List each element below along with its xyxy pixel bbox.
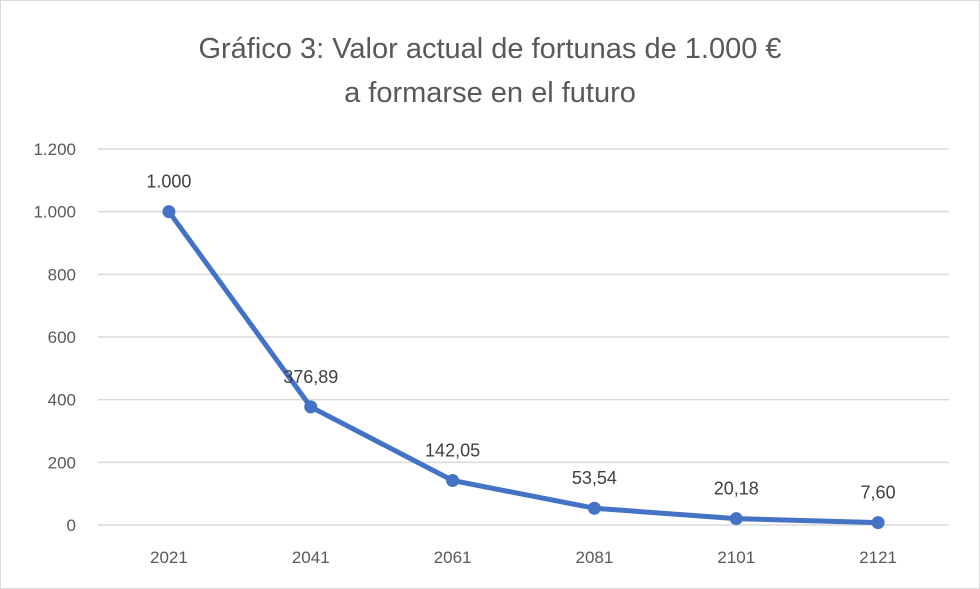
data-point xyxy=(304,400,318,414)
x-tick-label: 2121 xyxy=(859,548,897,567)
chart-title-line-1: Gráfico 3: Valor actual de fortunas de 1… xyxy=(198,33,782,65)
y-tick-label: 200 xyxy=(48,453,76,472)
chart-title-line-2: a formarse en el futuro xyxy=(344,77,636,109)
x-tick-label: 2041 xyxy=(292,548,330,567)
x-axis-ticks: 2021 2041 2061 2081 2101 2121 xyxy=(150,548,897,567)
x-tick-label: 2081 xyxy=(576,548,614,567)
y-tick-label: 0 xyxy=(67,516,76,535)
series-group xyxy=(162,205,885,530)
chart-title: Gráfico 3: Valor actual de fortunas de 1… xyxy=(1,27,979,115)
x-tick-label: 2021 xyxy=(150,548,188,567)
y-tick-label: 400 xyxy=(48,391,76,410)
data-label: 1.000 xyxy=(146,172,191,192)
y-tick-label: 800 xyxy=(48,265,76,284)
data-point xyxy=(729,512,743,526)
data-point xyxy=(871,516,885,530)
data-label: 53,54 xyxy=(572,468,617,488)
data-point xyxy=(162,205,176,219)
y-tick-label: 1.000 xyxy=(33,203,76,222)
y-tick-label: 600 xyxy=(48,328,76,347)
data-label: 20,18 xyxy=(714,479,759,499)
data-point xyxy=(587,501,601,515)
data-label: 7,60 xyxy=(861,483,896,503)
data-label: 142,05 xyxy=(425,440,480,460)
x-tick-label: 2061 xyxy=(434,548,472,567)
data-point xyxy=(446,473,460,487)
series-line xyxy=(166,209,881,526)
y-tick-label: 1.200 xyxy=(33,140,76,159)
x-tick-label: 2101 xyxy=(717,548,755,567)
gridlines xyxy=(98,148,949,526)
data-label: 376,89 xyxy=(283,367,338,387)
y-axis-ticks: 0 200 400 600 800 1.000 1.200 xyxy=(33,140,76,535)
data-labels: 1.000 376,89 142,05 53,54 20,18 7,60 xyxy=(146,172,895,503)
